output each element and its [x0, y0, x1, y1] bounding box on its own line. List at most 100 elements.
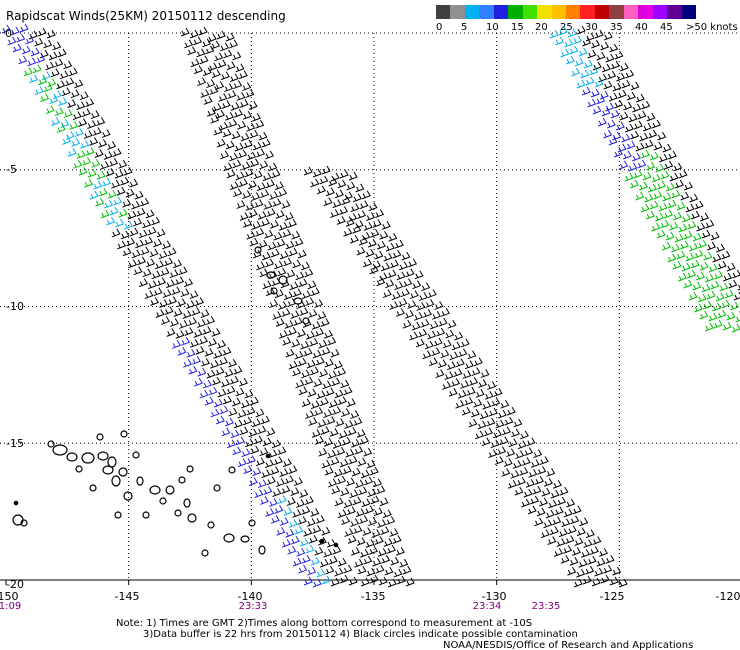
wind-barb [341, 517, 349, 525]
wind-barb [354, 559, 362, 567]
wind-barb [284, 507, 292, 515]
wind-barb [641, 150, 649, 158]
wind-barb [300, 489, 308, 497]
wind-barb [445, 372, 453, 380]
wind-barb [363, 527, 371, 535]
wind-barb [302, 399, 310, 407]
wind-barb [357, 211, 365, 219]
wind-barb [414, 312, 422, 320]
wind-barb [247, 407, 255, 415]
wind-barb [197, 49, 205, 57]
wind-barb [399, 559, 407, 567]
wind-barb [301, 370, 309, 378]
wind-barb [73, 160, 81, 168]
wind-barb [334, 469, 342, 477]
wind-barb [194, 378, 202, 386]
wind-barb [280, 517, 288, 525]
wind-barb [241, 133, 249, 141]
wind-barb [234, 366, 242, 374]
island-outline [133, 452, 139, 458]
wind-barb [133, 218, 141, 226]
wind-barb [487, 418, 495, 426]
wind-barb [381, 263, 389, 271]
wind-barb [372, 529, 380, 537]
wind-barb [230, 74, 238, 82]
wind-barb [256, 409, 264, 417]
island-outline [150, 486, 160, 494]
wind-barb [206, 46, 214, 54]
wind-barb [593, 536, 601, 544]
wind-barb [597, 558, 605, 566]
wind-barb [673, 261, 681, 269]
wind-barb [333, 546, 341, 554]
wind-barb [327, 539, 335, 547]
wind-barb [485, 391, 493, 399]
wind-barb [38, 77, 46, 85]
island-outline [160, 498, 166, 504]
wind-barb [66, 131, 74, 139]
wind-barb [412, 281, 420, 289]
wind-barb [150, 249, 158, 257]
wind-barb [511, 429, 519, 437]
wind-barb [307, 360, 315, 368]
island-outline [97, 434, 103, 440]
wind-barb [703, 301, 711, 309]
wind-barb [593, 62, 601, 70]
wind-barb [385, 280, 393, 288]
wind-barb [390, 557, 398, 565]
wind-barb [159, 251, 167, 259]
wind-barb [436, 328, 444, 336]
wind-barb [438, 360, 446, 368]
wind-barb [198, 368, 206, 376]
wind-barb [24, 68, 32, 76]
wind-barb [489, 408, 497, 416]
wind-barb [711, 232, 719, 240]
island-outline [48, 441, 54, 447]
wind-barb [154, 288, 162, 296]
wind-barb [22, 46, 30, 54]
wind-barb [213, 103, 221, 111]
wind-barb [380, 498, 388, 506]
wind-barb [110, 207, 118, 215]
wind-barb [240, 212, 248, 220]
wind-barb [494, 388, 502, 396]
wind-barb [680, 241, 688, 249]
island-outline [124, 492, 132, 500]
wind-barb [245, 390, 253, 398]
wind-barb [339, 207, 347, 215]
wind-barb [71, 90, 79, 98]
wind-barb [619, 161, 627, 169]
wind-barb [650, 201, 658, 209]
wind-barb [261, 416, 269, 424]
wind-barb [305, 298, 313, 306]
wind-barb [338, 510, 346, 518]
wind-barb [374, 508, 382, 516]
wind-barb [244, 140, 252, 148]
wind-barb [278, 302, 286, 310]
wind-barb [311, 179, 319, 187]
wind-barb [287, 497, 295, 505]
wind-barb [520, 467, 528, 475]
wind-barb [113, 148, 121, 156]
wind-barb [652, 120, 660, 128]
wind-barb [502, 427, 510, 435]
wind-barb [709, 313, 717, 321]
wind-barb [386, 243, 394, 251]
wind-barb [403, 566, 411, 574]
wind-barb [89, 137, 97, 145]
wind-barb [217, 340, 225, 348]
wind-barb [221, 72, 229, 80]
wind-barb [200, 390, 208, 398]
wind-barb [329, 400, 337, 408]
wind-barb [690, 194, 698, 202]
wind-barb [168, 297, 176, 305]
wind-barb [91, 111, 99, 119]
wind-barb [76, 102, 84, 110]
wind-barb [488, 450, 496, 458]
island-outline [241, 536, 249, 542]
legend-swatch [523, 5, 538, 19]
wind-barb [445, 330, 453, 338]
wind-barb [289, 248, 297, 256]
wind-barb [548, 536, 556, 544]
wind-barb [695, 250, 703, 258]
